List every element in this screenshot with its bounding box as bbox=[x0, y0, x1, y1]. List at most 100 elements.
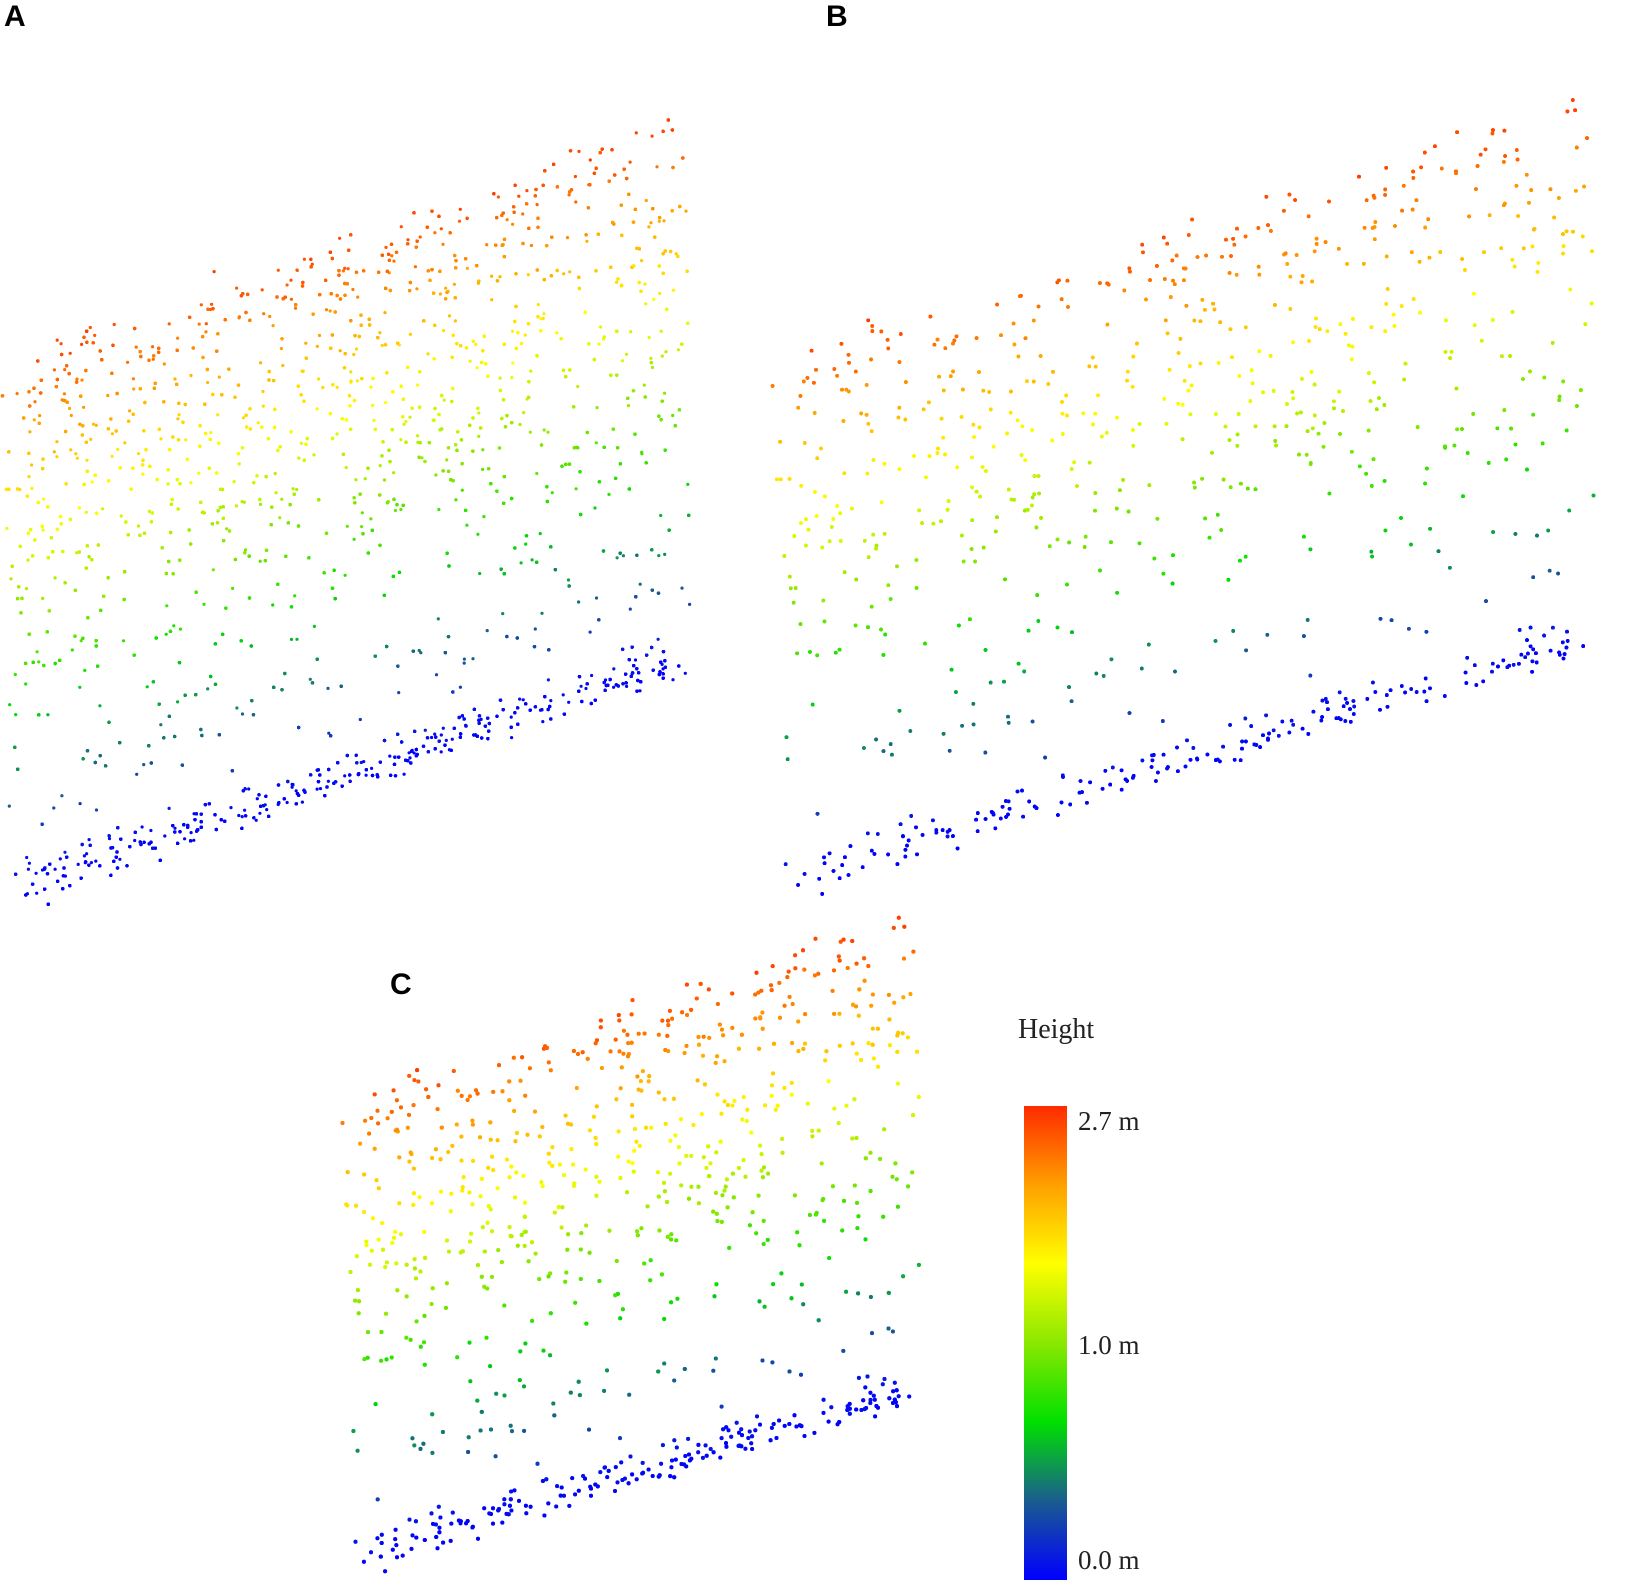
cloud-point bbox=[258, 559, 262, 563]
cloud-point bbox=[437, 507, 441, 512]
cloud-point bbox=[474, 342, 478, 347]
cloud-point bbox=[30, 486, 34, 491]
cloud-point bbox=[511, 361, 515, 365]
cloud-point bbox=[517, 194, 521, 198]
cloud-point bbox=[399, 438, 403, 442]
cloud-point bbox=[577, 600, 581, 604]
cloud-point bbox=[295, 637, 299, 641]
cloud-point bbox=[378, 331, 382, 335]
cloud-point bbox=[509, 715, 513, 719]
cloud-point bbox=[27, 475, 31, 479]
cloud-point bbox=[53, 867, 57, 871]
cloud-point bbox=[603, 678, 608, 682]
cloud-point bbox=[430, 735, 434, 740]
cloud-point bbox=[624, 352, 629, 356]
cloud-point bbox=[360, 511, 364, 515]
cloud-point bbox=[399, 225, 403, 229]
cloud-point bbox=[647, 335, 651, 340]
cloud-point bbox=[90, 480, 94, 484]
cloud-point bbox=[390, 254, 394, 258]
cloud-point bbox=[384, 401, 388, 405]
cloud-point bbox=[460, 488, 464, 492]
cloud-point bbox=[457, 219, 462, 223]
cloud-point bbox=[359, 760, 363, 765]
cloud-point bbox=[335, 385, 339, 389]
cloud-point bbox=[206, 687, 210, 691]
cloud-point bbox=[258, 502, 263, 506]
cloud-point bbox=[85, 458, 89, 462]
cloud-point bbox=[649, 356, 653, 360]
cloud-point bbox=[447, 314, 452, 318]
cloud-point bbox=[166, 482, 170, 486]
cloud-point bbox=[167, 806, 171, 811]
cloud-point bbox=[647, 225, 651, 229]
cloud-point bbox=[41, 528, 45, 532]
cloud-point bbox=[343, 573, 347, 577]
cloud-point bbox=[465, 523, 469, 527]
cloud-point bbox=[55, 440, 59, 444]
cloud-point bbox=[625, 684, 629, 689]
cloud-point bbox=[406, 238, 410, 242]
cloud-point bbox=[107, 837, 112, 841]
cloud-point bbox=[684, 209, 688, 213]
cloud-point bbox=[202, 602, 206, 606]
cloud-point bbox=[324, 308, 329, 312]
cloud-point bbox=[294, 789, 298, 793]
cloud-point bbox=[58, 857, 62, 861]
cloud-point bbox=[140, 825, 144, 829]
cloud-point bbox=[159, 723, 163, 727]
cloud-point bbox=[573, 174, 578, 179]
cloud-point bbox=[407, 751, 411, 755]
cloud-point bbox=[433, 732, 437, 736]
cloud-point bbox=[521, 212, 525, 216]
cloud-point bbox=[655, 165, 659, 169]
cloud-point bbox=[477, 434, 481, 438]
cloud-point bbox=[280, 497, 284, 501]
cloud-point bbox=[565, 236, 570, 240]
cloud-point bbox=[25, 855, 29, 860]
cloud-point bbox=[52, 368, 57, 372]
cloud-point bbox=[650, 134, 654, 138]
cloud-point bbox=[26, 867, 30, 871]
cloud-point bbox=[454, 498, 458, 502]
cloud-point bbox=[452, 282, 456, 286]
cloud-point bbox=[662, 219, 666, 223]
cloud-point bbox=[674, 252, 678, 256]
cloud-point bbox=[529, 369, 533, 373]
cloud-point bbox=[686, 482, 690, 486]
cloud-point bbox=[594, 596, 599, 600]
cloud-point bbox=[423, 728, 427, 732]
cloud-point bbox=[364, 773, 368, 777]
cloud-point bbox=[9, 577, 13, 581]
cloud-point bbox=[518, 422, 522, 427]
cloud-point bbox=[343, 266, 347, 270]
cloud-point bbox=[261, 404, 265, 408]
cloud-point bbox=[315, 407, 319, 411]
cloud-point bbox=[680, 586, 684, 590]
cloud-point bbox=[176, 700, 180, 704]
cloud-point bbox=[212, 270, 216, 274]
cloud-point bbox=[393, 508, 397, 513]
cloud-point bbox=[235, 286, 239, 290]
cloud-point bbox=[644, 302, 648, 306]
cloud-point bbox=[593, 506, 597, 510]
cloud-point bbox=[216, 413, 220, 417]
cloud-point bbox=[475, 366, 479, 370]
cloud-point bbox=[68, 406, 72, 411]
cloud-point bbox=[351, 287, 355, 292]
cloud-point bbox=[304, 341, 308, 345]
cloud-point bbox=[177, 413, 181, 417]
cloud-point bbox=[133, 838, 137, 843]
cloud-point bbox=[640, 259, 644, 263]
point-cloud-a bbox=[0, 118, 692, 906]
cloud-point bbox=[525, 189, 529, 193]
cloud-point bbox=[671, 413, 675, 418]
cloud-point bbox=[119, 514, 123, 518]
cloud-point bbox=[247, 787, 251, 791]
cloud-point bbox=[101, 507, 105, 511]
cloud-point bbox=[112, 322, 116, 327]
cloud-point bbox=[433, 231, 437, 235]
cloud-point bbox=[63, 368, 67, 372]
cloud-point bbox=[273, 471, 277, 476]
cloud-point bbox=[404, 420, 408, 424]
